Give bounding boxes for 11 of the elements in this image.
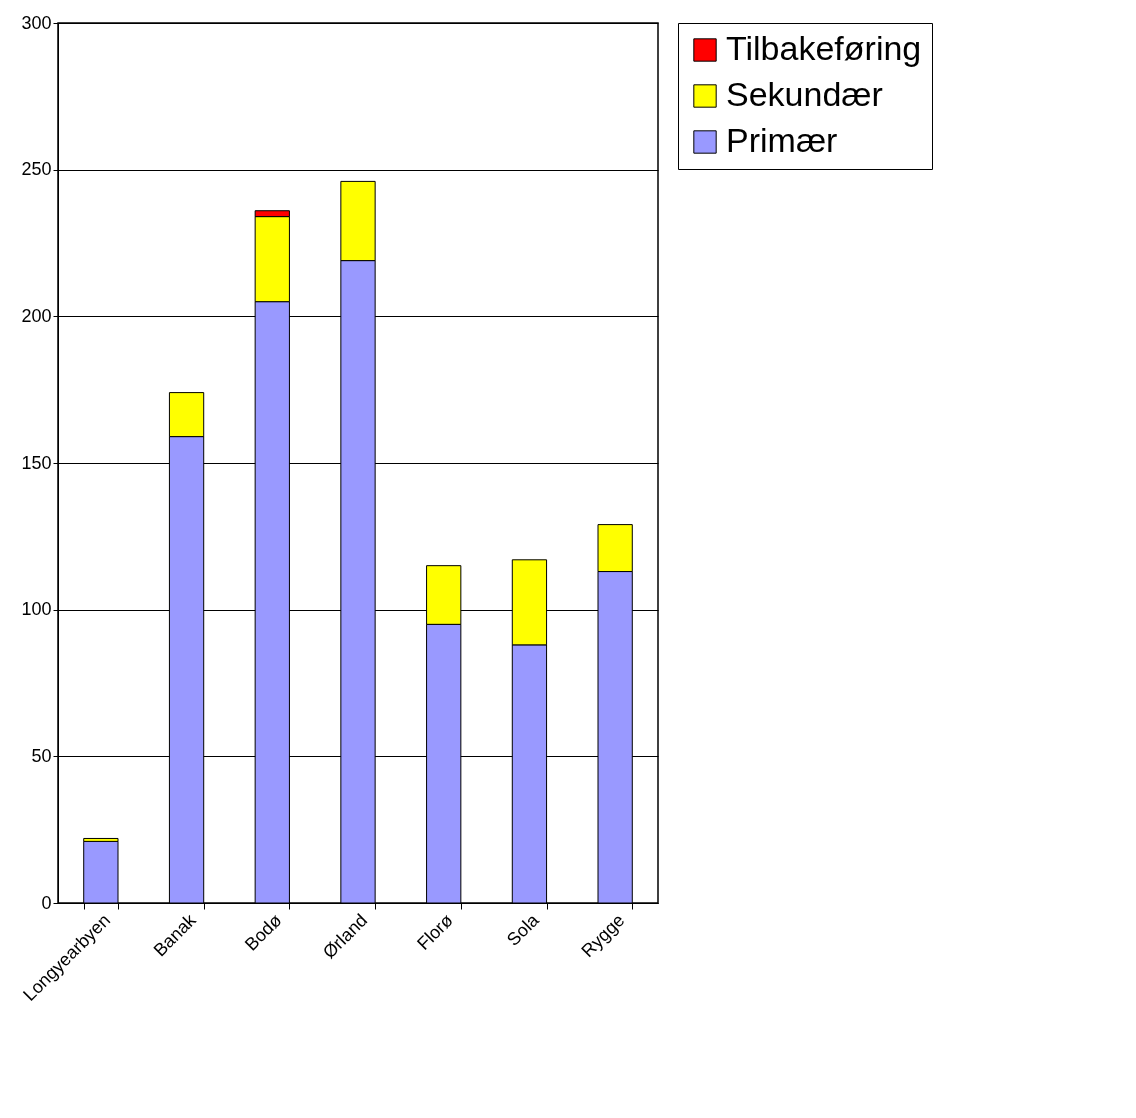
y-tick-label: 150 xyxy=(21,452,52,473)
legend-label: Sekundær xyxy=(726,75,883,113)
legend-label: Tilbakeføring xyxy=(726,29,922,67)
y-tick-label: 250 xyxy=(21,159,52,180)
y-tick-label: 200 xyxy=(21,305,52,326)
y-tick-label: 0 xyxy=(41,892,52,913)
y-tick-label: 300 xyxy=(21,12,52,33)
legend-label: Primær xyxy=(726,121,838,159)
x-tick-label: Sola xyxy=(503,909,544,950)
y-tick-label: 100 xyxy=(21,599,52,620)
y-tick-label: 50 xyxy=(31,745,52,766)
